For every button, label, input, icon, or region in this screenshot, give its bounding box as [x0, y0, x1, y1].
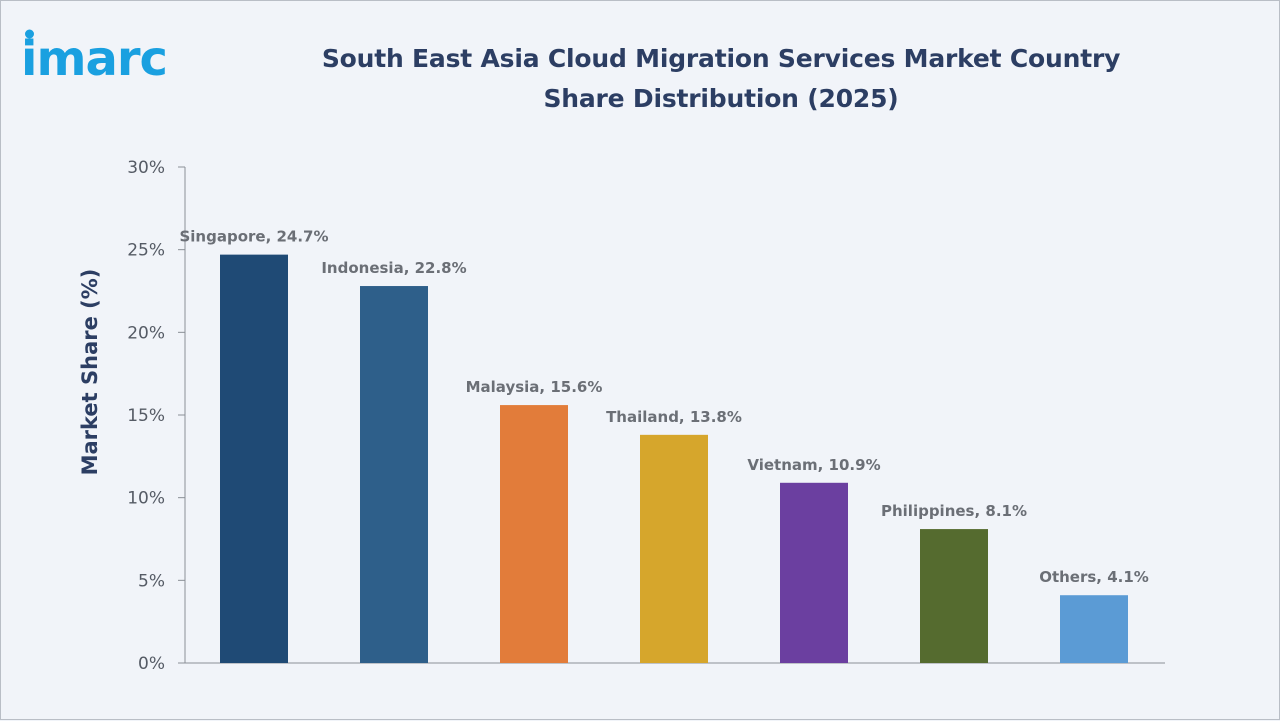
data-label-others: Others, 4.1%	[1039, 568, 1149, 586]
y-tick-label: 15%	[127, 406, 165, 426]
chart-title: South East Asia Cloud Migration Services…	[321, 44, 1121, 113]
bar-others	[1060, 595, 1128, 663]
imarc-logo: imarc	[21, 29, 168, 85]
y-tick-label: 10%	[127, 489, 165, 509]
bar-malaysia	[500, 405, 568, 663]
data-label-indonesia: Indonesia, 22.8%	[321, 259, 466, 277]
data-labels: Singapore, 24.7% Indonesia, 22.8% Malaysia…	[179, 228, 1148, 587]
y-tick-label: 20%	[127, 323, 165, 343]
y-tick-label: 0%	[138, 654, 165, 674]
y-tick-label: 5%	[138, 571, 165, 591]
bars	[220, 254, 1128, 664]
data-label-malaysia: Malaysia, 15.6%	[466, 378, 603, 396]
bar-vietnam	[780, 482, 848, 663]
bar-indonesia	[360, 286, 428, 663]
y-tick-label: 30%	[127, 158, 165, 178]
data-label-philippines: Philippines, 8.1%	[881, 502, 1027, 520]
bar-philippines	[920, 529, 988, 663]
data-label-singapore: Singapore, 24.7%	[179, 228, 328, 246]
y-tick-label: 25%	[127, 241, 165, 261]
data-label-thailand: Thailand, 13.8%	[606, 408, 742, 426]
bar-thailand	[640, 434, 708, 663]
svg-text:imarc: imarc	[21, 31, 167, 85]
data-label-vietnam: Vietnam, 10.9%	[747, 456, 880, 474]
bar-singapore	[220, 254, 288, 664]
y-ticks: 0% 5% 10% 15% 20% 25% 30%	[127, 158, 185, 674]
